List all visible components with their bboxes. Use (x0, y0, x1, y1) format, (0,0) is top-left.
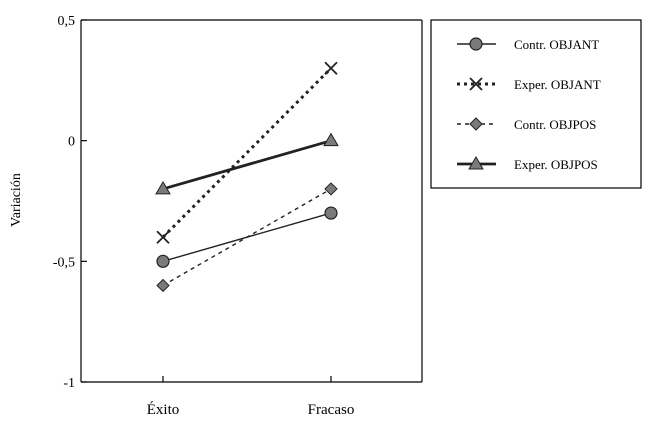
plot-area: 0,5 0 -0,5 -1 Éxito Fracaso Variación (9, 14, 423, 418)
series-2-point-0 (156, 278, 170, 293)
legend-label-1: Exper. OBJANT (514, 77, 601, 92)
series-2-point-1 (324, 182, 338, 196)
legend-swatch-marker-2 (469, 117, 483, 131)
series-1-point-0 (156, 230, 170, 244)
series-line-2 (162, 188, 332, 287)
series-3-point-0 (155, 180, 171, 195)
series-1-point-1-stroke-b (324, 61, 338, 75)
legend-swatch-marker-0 (469, 37, 483, 51)
series-line-1 (161, 67, 333, 239)
series-1-point-1 (324, 61, 338, 75)
legend: Contr. OBJANT Exper. OBJANT Contr. OBJPOS E… (430, 19, 642, 189)
legend-label-0: Contr. OBJANT (514, 37, 599, 52)
series-3-point-1 (323, 132, 339, 147)
y-axis-label: Variación (9, 173, 24, 227)
legend-swatch-marker-1 (469, 77, 483, 91)
series-0-point-0 (156, 254, 170, 268)
y-tick-label: -1 (63, 376, 75, 391)
legend-label-3: Exper. OBJPOS (514, 157, 598, 172)
legend-swatch-marker-3 (468, 156, 484, 170)
legend-box (430, 19, 642, 189)
x-tick-label: Fracaso (308, 402, 355, 418)
x-tick-label: Éxito (147, 401, 180, 418)
legend-swatch-marker-1-stroke-b (469, 77, 483, 91)
series-line-3 (162, 139, 332, 191)
series-0-point-1 (324, 206, 338, 220)
series-1-point-0-stroke-b (156, 230, 170, 244)
y-tick-label: -0,5 (53, 255, 75, 270)
y-tick-label: 0,5 (58, 14, 76, 29)
legend-label-2: Contr. OBJPOS (514, 117, 596, 132)
y-tick-label: 0 (68, 135, 75, 150)
